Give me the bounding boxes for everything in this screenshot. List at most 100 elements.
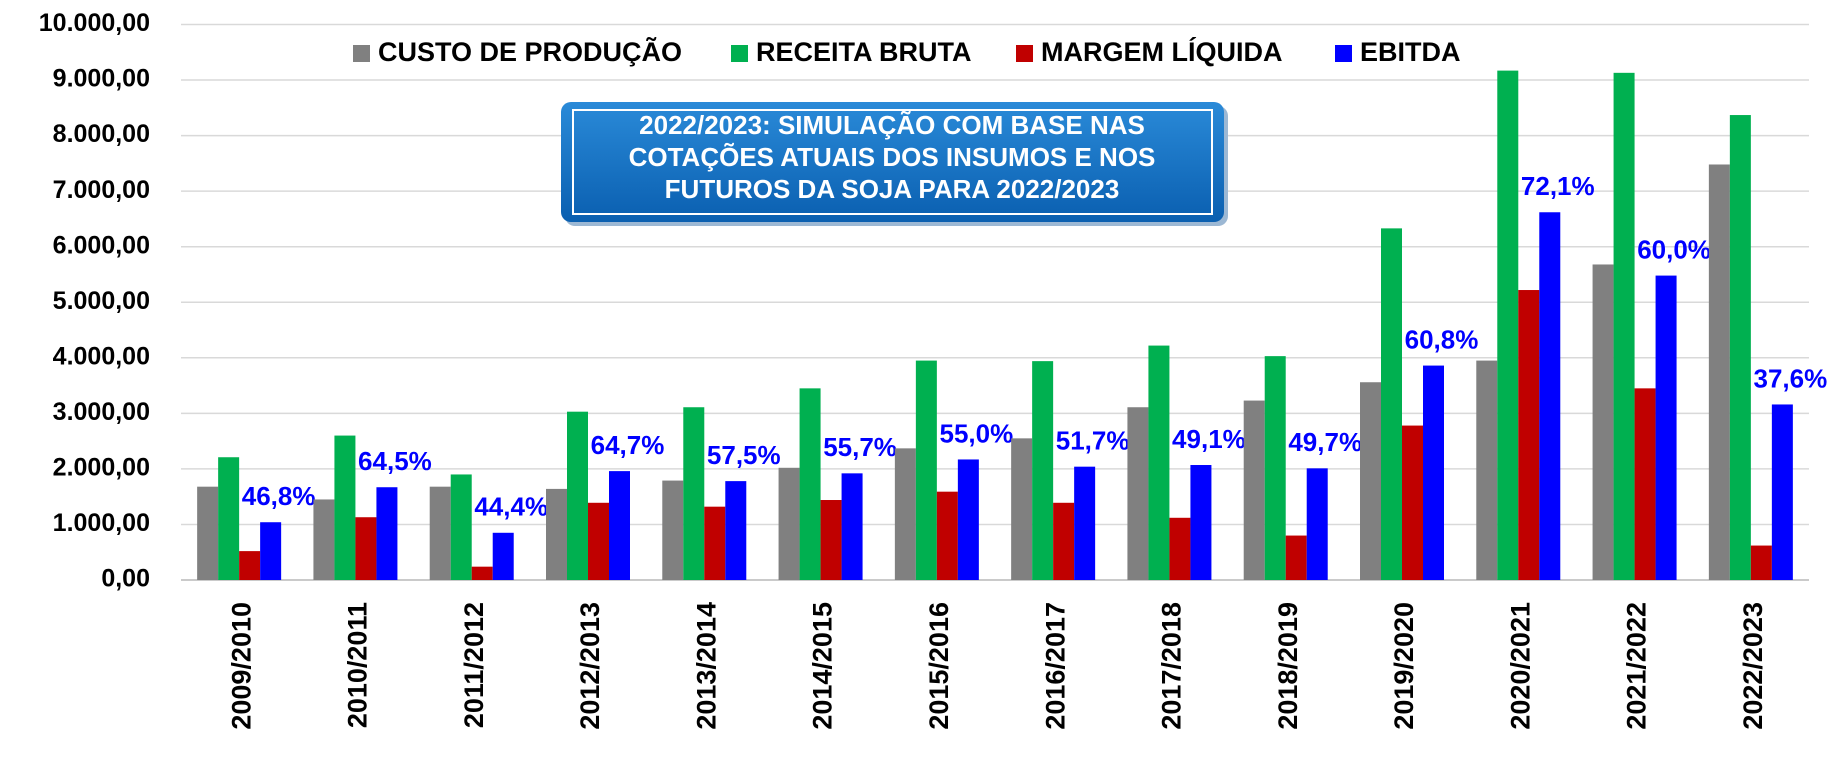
bar xyxy=(957,459,979,580)
bar xyxy=(1264,356,1286,580)
bar xyxy=(683,407,705,580)
bar xyxy=(725,481,747,580)
x-tick-label: 2022/2023 xyxy=(1738,602,1768,730)
margin-label: 72,1% xyxy=(1521,171,1595,201)
legend-swatch xyxy=(1016,45,1033,62)
bar xyxy=(260,522,282,580)
bar xyxy=(492,532,514,580)
bar xyxy=(662,480,684,580)
bar xyxy=(915,360,937,580)
x-tick-label: 2011/2012 xyxy=(459,602,489,728)
bar xyxy=(429,486,451,580)
x-tick-label: 2017/2018 xyxy=(1157,602,1187,730)
legend-swatch xyxy=(731,45,748,62)
y-tick-label: 3.000,00 xyxy=(53,398,150,426)
x-tick-label: 2020/2021 xyxy=(1505,602,1535,730)
bar xyxy=(1011,438,1033,580)
bar xyxy=(704,506,726,580)
bar xyxy=(376,487,398,580)
bar xyxy=(1360,382,1381,580)
bar xyxy=(239,551,261,580)
bar xyxy=(1053,502,1075,580)
bar xyxy=(1381,228,1402,580)
margin-label: 64,7% xyxy=(591,430,665,460)
margin-label: 60,8% xyxy=(1405,324,1479,354)
bar xyxy=(820,500,842,580)
bar xyxy=(1750,545,1772,580)
margin-label: 60,0% xyxy=(1637,234,1711,264)
x-tick-label: 2019/2020 xyxy=(1389,602,1419,730)
bar xyxy=(1306,468,1328,580)
bar xyxy=(313,499,335,580)
margin-label: 55,7% xyxy=(823,432,897,462)
legend-label: EBITDA xyxy=(1360,37,1461,67)
bar xyxy=(588,502,609,580)
bar xyxy=(1476,360,1498,580)
legend-label: CUSTO DE PRODUÇÃO xyxy=(378,36,682,67)
bar xyxy=(1402,425,1423,580)
y-tick-label: 0,00 xyxy=(101,565,150,593)
y-tick-label: 6.000,00 xyxy=(53,231,150,259)
y-tick-label: 8.000,00 xyxy=(53,120,150,148)
note-text: 2022/2023: SIMULAÇÃO COM BASE NAS xyxy=(639,110,1145,140)
bar xyxy=(799,388,821,580)
x-tick-label: 2012/2013 xyxy=(575,602,605,730)
bar xyxy=(218,457,240,580)
margin-label: 64,5% xyxy=(358,446,432,476)
note-text: COTAÇÕES ATUAIS DOS INSUMOS E NOS xyxy=(629,142,1156,172)
y-tick-label: 5.000,00 xyxy=(53,287,150,315)
x-tick-label: 2015/2016 xyxy=(924,602,954,730)
y-tick-label: 9.000,00 xyxy=(53,65,150,93)
bar xyxy=(471,566,493,580)
bar xyxy=(1032,361,1054,580)
margin-label: 55,0% xyxy=(939,418,1013,448)
margin-label: 49,7% xyxy=(1288,427,1362,457)
bar xyxy=(1423,365,1444,580)
bar xyxy=(355,517,377,580)
bar xyxy=(1539,212,1561,580)
bar xyxy=(1613,72,1635,581)
note-box xyxy=(561,102,1224,222)
y-tick-label: 2.000,00 xyxy=(53,454,150,482)
x-tick-label: 2016/2017 xyxy=(1040,602,1070,730)
x-tick-label: 2009/2010 xyxy=(226,602,256,730)
legend-label: RECEITA BRUTA xyxy=(756,37,972,67)
bar xyxy=(1169,517,1191,580)
bar xyxy=(546,488,567,580)
margin-label: 44,4% xyxy=(474,492,548,522)
bar xyxy=(778,467,800,580)
bar xyxy=(841,473,863,580)
y-tick-label: 10.000,00 xyxy=(39,9,150,37)
bar xyxy=(1771,404,1793,580)
legend-swatch xyxy=(1335,45,1352,62)
bar xyxy=(936,491,958,580)
bar xyxy=(450,474,472,580)
y-tick-label: 7.000,00 xyxy=(53,176,150,204)
bar xyxy=(334,435,356,580)
x-tick-label: 2021/2022 xyxy=(1622,602,1652,730)
note-box-border xyxy=(572,109,1213,215)
bar xyxy=(1729,115,1751,580)
margin-label: 57,5% xyxy=(707,440,781,470)
bar xyxy=(1148,345,1170,580)
bar xyxy=(609,471,630,580)
bar xyxy=(1655,275,1677,580)
bar xyxy=(1190,465,1212,580)
x-tick-label: 2013/2014 xyxy=(691,602,721,730)
bar xyxy=(1708,164,1730,580)
bar xyxy=(1497,70,1519,580)
margin-label: 51,7% xyxy=(1056,426,1130,456)
margin-label: 49,1% xyxy=(1172,424,1246,454)
bar xyxy=(894,448,916,580)
bar xyxy=(1074,466,1096,580)
legend-swatch xyxy=(353,45,370,62)
note-text: FUTUROS DA SOJA PARA 2022/2023 xyxy=(665,174,1120,204)
bar xyxy=(1127,407,1149,580)
bar xyxy=(1243,400,1265,580)
bar xyxy=(1285,535,1307,580)
margin-label: 37,6% xyxy=(1753,363,1827,393)
bar xyxy=(567,411,588,580)
y-tick-label: 4.000,00 xyxy=(53,342,150,370)
